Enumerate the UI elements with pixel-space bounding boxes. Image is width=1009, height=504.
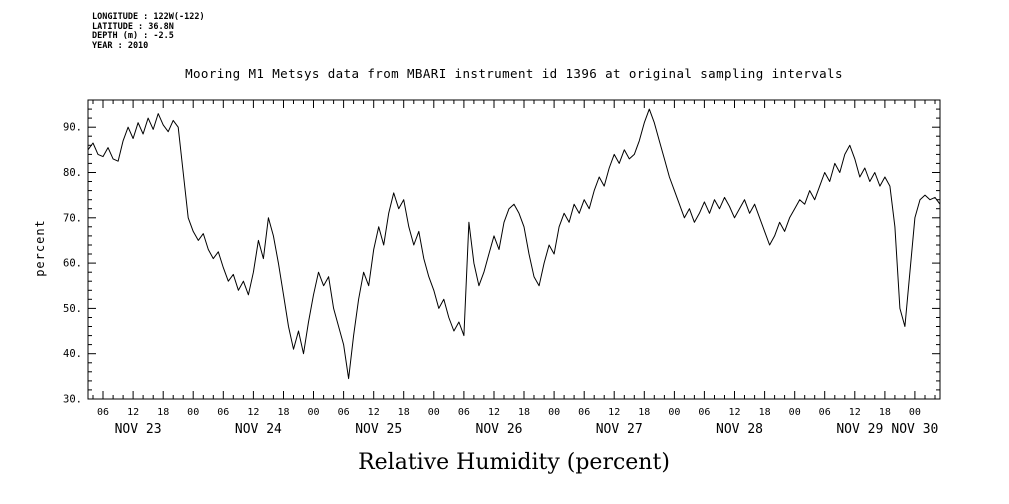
humidity-series-line: [87, 108, 941, 380]
y-tick-label: 30.: [63, 394, 82, 406]
x-tick-label: 18: [759, 407, 771, 418]
x-tick-label: 06: [578, 407, 590, 418]
data-series: [87, 108, 941, 380]
x-tick-label: 18: [518, 407, 530, 418]
x-tick-label: 06: [458, 407, 470, 418]
x-tick-label: 18: [157, 407, 169, 418]
x-tick-label: 00: [909, 407, 921, 418]
x-tick-label: 06: [97, 407, 109, 418]
metadata-line-depth: DEPTH (m) : -2.5: [92, 31, 174, 41]
chart-title: Mooring M1 Metsys data from MBARI instru…: [185, 66, 843, 81]
y-tick-label: 50.: [63, 303, 82, 315]
y-axis: 30. 40. 50. 60. 70. 80. 90.: [63, 108, 940, 406]
x-day-label: NOV 24: [235, 422, 282, 437]
x-tick-label: 12: [368, 407, 380, 418]
x-tick-label: 12: [247, 407, 259, 418]
x-tick-label: 18: [277, 407, 289, 418]
x-tick-label: 12: [849, 407, 861, 418]
y-tick-label: 60.: [63, 258, 82, 270]
chart-caption: Relative Humidity (percent): [358, 450, 670, 475]
x-tick-label: 00: [307, 407, 319, 418]
x-tick-label: 00: [668, 407, 680, 418]
y-tick-label: 40.: [63, 348, 82, 360]
x-tick-label: 18: [879, 407, 891, 418]
x-day-label: NOV 30: [891, 422, 938, 437]
x-axis: 06 12 18 00 06 12 18 00 06 12 18 00 06 12 18 00 06 12 18 00…: [92, 100, 938, 437]
x-day-label: NOV 27: [596, 422, 643, 437]
x-day-label: NOV 26: [476, 422, 523, 437]
x-tick-label: 06: [819, 407, 831, 418]
x-tick-label: 18: [638, 407, 650, 418]
x-tick-label: 06: [338, 407, 350, 418]
x-tick-label: 12: [488, 407, 500, 418]
metadata-line-year: YEAR : 2010: [92, 40, 149, 51]
x-tick-label: 00: [548, 407, 560, 418]
x-tick-label: 00: [789, 407, 801, 418]
y-tick-label: 80.: [63, 167, 82, 179]
y-tick-label: 70.: [63, 212, 82, 224]
x-day-label: NOV 23: [115, 422, 162, 437]
x-day-label: NOV 25: [355, 422, 402, 437]
metadata-block: LONGITUDE : 122W(-122) LATITUDE : 36.8N …: [92, 12, 205, 51]
x-tick-label: 18: [398, 407, 410, 418]
metadata-line-longitude: LONGITUDE : 122W(-122): [92, 12, 205, 22]
x-tick-label: 12: [127, 407, 139, 418]
x-tick-label: 12: [728, 407, 740, 418]
x-day-label: NOV 28: [716, 422, 763, 437]
x-tick-label: 06: [698, 407, 710, 418]
x-tick-label: 06: [217, 407, 229, 418]
x-tick-label: 00: [187, 407, 199, 418]
plot-frame: [87, 99, 941, 400]
x-tick-label: 00: [428, 407, 440, 418]
y-tick-label: 90.: [63, 122, 82, 134]
metadata-line-latitude: LATITUDE : 36.8N: [92, 21, 174, 32]
x-day-label: NOV 29: [836, 422, 883, 437]
x-tick-label: 12: [608, 407, 620, 418]
